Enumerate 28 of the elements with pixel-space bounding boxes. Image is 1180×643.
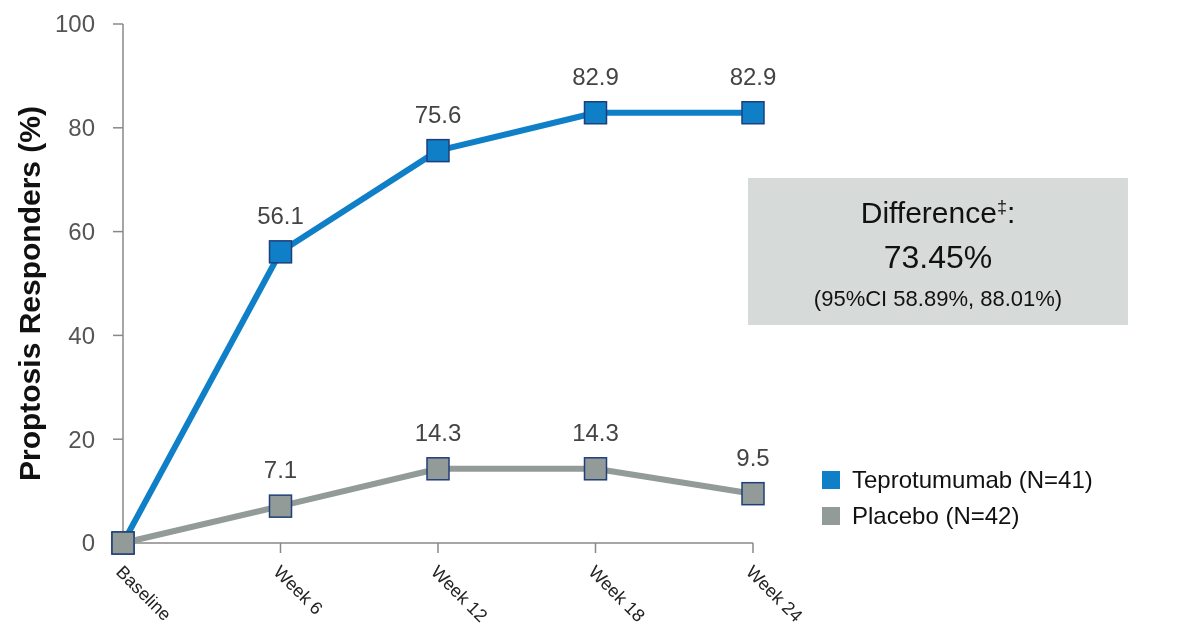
data-label: 14.3 [572, 418, 619, 446]
text: Difference$^{‡}$: [860, 196, 1016, 229]
point [583, 457, 608, 481]
text: (95%CI 58.89%, 88.01%) [813, 286, 1063, 311]
y-tick-label: 40 [68, 321, 95, 349]
data-label: 7.1 [263, 456, 298, 484]
point [583, 101, 608, 125]
y-tick-label: 100 [54, 10, 95, 38]
point [741, 481, 765, 506]
data-label: 82.9 [729, 62, 777, 90]
data-label: 9.5 [736, 443, 770, 471]
point [268, 240, 293, 264]
point [741, 101, 765, 125]
data-label: 56.1 [257, 201, 304, 229]
point [426, 138, 450, 163]
y-axis-title: Proptosis Responders (%) [13, 105, 46, 482]
data-label: 75.6 [414, 100, 462, 128]
legend-label: Teprotumumab (N=41) [852, 466, 1093, 494]
y-tick-label: 60 [68, 218, 95, 245]
point [268, 494, 293, 518]
y-tick-label: 80 [68, 114, 95, 142]
text: 73.45% [883, 239, 993, 275]
y-tick-label: 20 [68, 425, 95, 453]
data-label: 82.9 [572, 62, 619, 90]
data-label: 14.3 [414, 418, 462, 446]
legend-label: Placebo (N=42) [852, 502, 1020, 530]
point [426, 457, 450, 481]
y-tick-label: 0 [81, 529, 95, 557]
